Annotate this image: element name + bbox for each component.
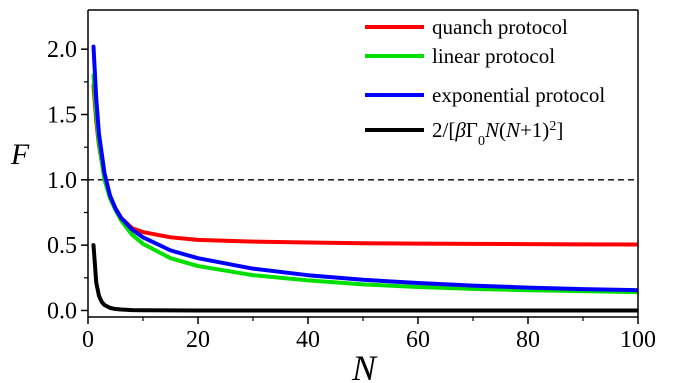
legend-label-1: quanch protocol — [432, 15, 568, 39]
legend-label-part: N — [484, 118, 500, 142]
legend: quanch protocol linear protocol exponentia… — [365, 15, 605, 149]
legend-label-3: exponential protocol — [432, 83, 605, 107]
x-axis-label: N — [351, 348, 378, 383]
legend-label-part: β — [454, 118, 466, 142]
legend-label-part: ( — [499, 118, 506, 142]
series-line-3 — [91, 44, 638, 293]
x-tick-label: 60 — [406, 327, 430, 353]
legend-label-part: 0 — [478, 134, 485, 149]
legend-label-part: +1) — [520, 118, 549, 142]
series-line-1 — [91, 83, 638, 247]
series-line-2 — [91, 73, 638, 295]
y-tick-label: 1.5 — [47, 103, 77, 129]
legend-label-part: N — [505, 118, 521, 142]
x-tick-label: 0 — [82, 327, 94, 353]
y-tick-label: 0.5 — [47, 233, 77, 259]
x-tick-label: 100 — [620, 327, 656, 353]
legend-label-4: 2/[βΓ0N(N+1)2] — [432, 118, 563, 149]
x-tick-label: 20 — [186, 327, 210, 353]
y-axis-label: F — [10, 138, 30, 171]
legend-label-2: linear protocol — [432, 44, 555, 68]
legend-label-part: 2/[ — [432, 118, 455, 142]
legend-label-part: ] — [556, 118, 563, 142]
x-tick-label: 80 — [516, 327, 540, 353]
x-tick-label: 40 — [296, 327, 320, 353]
y-tick-label: 1.0 — [47, 168, 77, 194]
legend-label-part: 2 — [549, 119, 556, 134]
series-line-4 — [91, 243, 638, 313]
legend-label-part: Γ — [466, 118, 478, 142]
y-tick-label: 0.0 — [47, 298, 77, 324]
y-tick-label: 2.0 — [47, 37, 77, 63]
